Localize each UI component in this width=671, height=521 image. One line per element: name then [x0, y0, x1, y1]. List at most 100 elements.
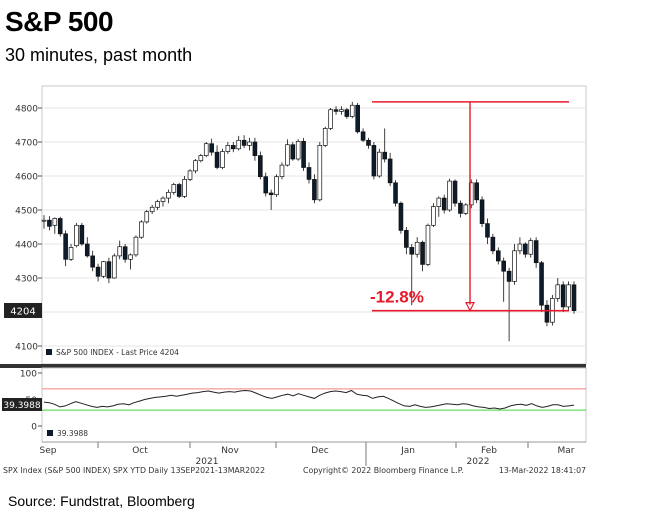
candle — [344, 108, 350, 119]
candle-body — [47, 219, 52, 227]
price-y-tick-label: 4700 — [15, 139, 38, 149]
candle-body — [420, 241, 425, 265]
candle — [128, 253, 133, 270]
candle-body — [333, 109, 339, 112]
candle — [355, 102, 360, 134]
candle — [528, 237, 534, 258]
candle-body — [236, 139, 241, 150]
candle-body — [382, 151, 388, 160]
candle-body — [528, 240, 534, 255]
x-month-label: Nov — [221, 446, 239, 456]
candle — [106, 257, 112, 284]
candle — [263, 172, 269, 197]
candle-body — [166, 191, 171, 199]
candle — [387, 152, 393, 187]
candle-body — [209, 143, 214, 153]
candle-body — [187, 170, 193, 180]
candle-body — [328, 109, 333, 129]
candle — [463, 203, 469, 216]
page-subtitle: 30 minutes, past month — [5, 45, 193, 65]
candle — [571, 281, 577, 314]
candle — [90, 250, 95, 272]
last-price-tag — [4, 303, 42, 318]
candle-body — [468, 182, 474, 206]
candle — [112, 253, 117, 279]
candle — [290, 142, 296, 161]
rsi-panel-frame — [41, 367, 587, 443]
candle — [420, 240, 425, 272]
candle — [198, 153, 204, 163]
candle-body — [193, 160, 198, 172]
candle — [377, 148, 382, 178]
candle-body — [122, 246, 128, 260]
candle-body — [366, 139, 371, 146]
footer-center: Copyright© 2022 Bloomberg Finance L.P. — [303, 466, 464, 475]
candle-body — [214, 151, 220, 168]
page-title: S&P 500 — [5, 6, 114, 37]
candle-body — [349, 104, 355, 117]
candle-body — [160, 197, 166, 202]
candle-body — [68, 247, 74, 260]
candle — [57, 216, 63, 237]
candle — [52, 217, 58, 234]
candle — [133, 235, 139, 257]
candle-body — [171, 184, 177, 193]
candle — [74, 222, 79, 248]
candle — [285, 139, 290, 167]
candle — [247, 137, 252, 151]
candle — [41, 215, 47, 229]
candle — [68, 244, 74, 261]
candle-body — [301, 140, 306, 168]
candle — [225, 142, 231, 154]
candle-body — [63, 233, 68, 260]
candle — [279, 162, 285, 180]
candle-body — [425, 224, 431, 265]
candle — [95, 263, 101, 282]
candle-body — [485, 223, 490, 238]
rsi-y-tick-label: 0 — [31, 423, 37, 433]
candle-body — [517, 243, 523, 252]
candle — [236, 135, 241, 151]
candle-body — [495, 250, 501, 262]
candle — [441, 194, 447, 214]
candle-body — [512, 250, 517, 282]
candle — [555, 278, 561, 302]
candle-body — [52, 218, 58, 226]
price-y-tick-label: 4600 — [15, 173, 38, 183]
candle-body — [241, 139, 247, 146]
price-legend-swatch — [46, 349, 52, 355]
candle-body — [409, 247, 415, 255]
candle-body — [463, 204, 469, 214]
candle — [349, 101, 355, 119]
candle — [101, 261, 106, 278]
candle-body — [306, 167, 312, 180]
candle-body — [377, 151, 382, 177]
drawdown-annotation: -12.8% — [370, 101, 569, 312]
candle — [523, 242, 528, 258]
candle — [539, 261, 544, 312]
candle-body — [139, 221, 144, 238]
price-y-tick-label: 4300 — [15, 275, 38, 285]
price-y-tick-label: 4500 — [15, 207, 38, 217]
candle-body — [344, 109, 350, 117]
candle — [193, 159, 198, 174]
rsi-last-value-tag — [2, 398, 42, 411]
annotation-label: -12.8% — [370, 288, 424, 307]
candle-body — [339, 109, 344, 112]
candle-body — [404, 230, 409, 248]
candle — [382, 128, 388, 163]
candle — [84, 237, 90, 258]
candle-body — [447, 180, 452, 211]
price-y-tick-label: 4100 — [15, 343, 38, 353]
candle — [155, 199, 160, 210]
candle — [566, 281, 571, 311]
candle — [393, 180, 398, 207]
footer-right: 13-Mar-2022 18:41:07 — [499, 466, 586, 475]
candle — [171, 182, 177, 195]
candle — [220, 148, 225, 170]
candle — [79, 222, 85, 246]
candle — [214, 145, 220, 170]
x-year-label: 2022 — [467, 457, 490, 467]
candle-body — [523, 243, 528, 255]
candle-body — [566, 284, 571, 308]
